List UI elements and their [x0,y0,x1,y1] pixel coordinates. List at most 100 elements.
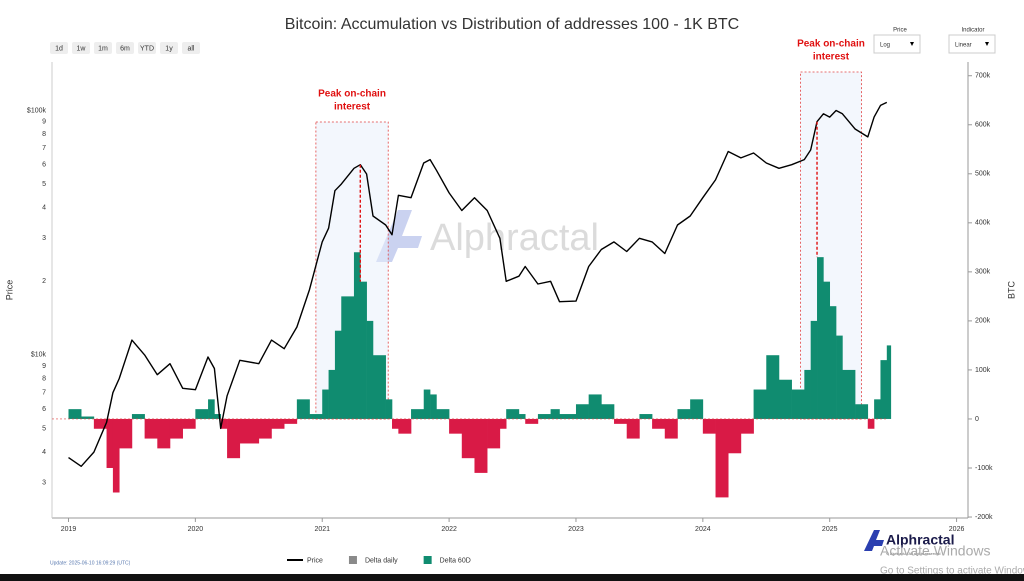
range-button-label[interactable]: 6m [120,45,130,52]
y2-tick-label: 300k [975,269,991,276]
x-tick-label: 2024 [695,526,711,533]
y2-tick-label: 0 [975,416,979,423]
watermark-text: Alphractal [430,217,599,259]
range-button[interactable]: 1y [160,42,178,54]
delta-bar [334,330,342,419]
range-button[interactable]: YTD [138,42,156,54]
chart-title: Bitcoin: Accumulation vs Distribution of… [285,16,739,33]
annotation-text: interest [813,52,850,63]
range-button[interactable]: 6m [116,42,134,54]
legend-item[interactable]: Delta daily [348,556,398,564]
delta-bar [874,399,881,419]
y-tick-label: 2 [42,278,46,285]
y-tick-label: 5 [42,425,46,432]
x-tick-label: 2022 [441,526,457,533]
range-button[interactable]: all [182,42,200,54]
delta-bar [296,399,310,419]
dropdown-box[interactable] [873,34,921,54]
delta-bar [550,409,560,419]
range-button-label[interactable]: all [187,45,194,52]
y-tick-label: 7 [42,145,46,152]
dropdown-box[interactable] [948,34,996,54]
delta-bar [766,355,780,419]
range-button-box[interactable] [138,42,156,54]
delta-bar [518,414,526,419]
legend-label[interactable]: Price [307,557,323,564]
delta-bar [702,418,716,434]
range-button-label[interactable]: 1d [55,45,63,52]
legend-label[interactable]: Delta daily [365,557,398,564]
legend-item[interactable]: Delta 60D [423,556,471,564]
range-button-box[interactable] [160,42,178,54]
delta-bar [842,369,856,419]
dropdown-arrow[interactable] [910,42,914,46]
range-button[interactable]: 1w [72,42,90,54]
delta-bar [144,418,158,439]
legend-swatch[interactable] [348,556,357,564]
legend-item[interactable]: Price [287,557,323,564]
range-button-label[interactable]: YTD [140,45,154,52]
delta-bar [690,399,704,419]
x-tick-label: 2026 [949,526,965,533]
delta-bar [195,409,209,419]
range-button-box[interactable] [116,42,134,54]
legend-label[interactable]: Delta 60D [440,557,471,564]
x-tick-label: 2025 [822,526,838,533]
delta-bar [366,320,374,419]
range-button-box[interactable] [50,42,68,54]
indicator-dropdown[interactable]: Linear [948,34,996,54]
delta-bar [284,418,298,424]
range-button[interactable]: 1m [94,42,112,54]
dropdown-arrow[interactable] [985,42,989,46]
range-button-label[interactable]: 1m [98,45,108,52]
range-button[interactable]: 1d [50,42,68,54]
delta-bar [182,418,196,429]
y-tick-label: 9 [42,119,46,126]
dropdown-value[interactable]: Log [880,43,890,49]
y2-tick-label: -200k [975,514,993,521]
x-tick-label: 2020 [188,526,204,533]
legend-swatch[interactable] [423,556,432,564]
delta-bar [791,389,805,419]
y-tick-label: 7 [42,390,46,397]
delta-bar [487,418,501,449]
dropdown-value[interactable]: Linear [955,43,972,49]
x-tick-label: 2019 [61,526,77,533]
annotation-text: Peak on-chain [318,89,386,100]
delta-bar [68,409,82,419]
y2-tick-label: 400k [975,220,991,227]
y-tick-label: 4 [42,205,46,212]
y-tick-label: 9 [42,363,46,370]
delta-bar [575,404,589,419]
price-dropdown-label: Price [893,28,907,34]
delta-bar [664,418,678,439]
delta-bar [867,418,875,429]
y-tick-label: $100k [27,107,47,114]
delta-bar [411,409,425,419]
range-button-box[interactable] [72,42,90,54]
range-button-label[interactable]: 1w [77,45,87,52]
price-dropdown[interactable]: Log [873,34,921,54]
delta-bar [239,418,260,444]
y-tick-label: 4 [42,449,46,456]
y-tick-label: 6 [42,406,46,413]
range-button-box[interactable] [182,42,200,54]
price-line [68,101,888,467]
watermark: Alphractal [376,210,599,262]
delta-bar [880,360,888,419]
range-button-label[interactable]: 1y [165,45,173,52]
indicator-dropdown-label: Indicator [961,28,984,34]
delta-bar [372,355,386,419]
delta-bar [537,414,551,419]
y-tick-label: 5 [42,181,46,188]
delta-bar [817,257,824,419]
delta-bar [753,389,767,419]
delta-bar [131,414,145,419]
delta-bar [823,281,831,419]
delta-bar [855,404,869,419]
update-time: Update: 2025-06-10 16:09:29 (UTC) [50,560,131,566]
y-tick-label: 3 [42,235,46,242]
range-button-box[interactable] [94,42,112,54]
